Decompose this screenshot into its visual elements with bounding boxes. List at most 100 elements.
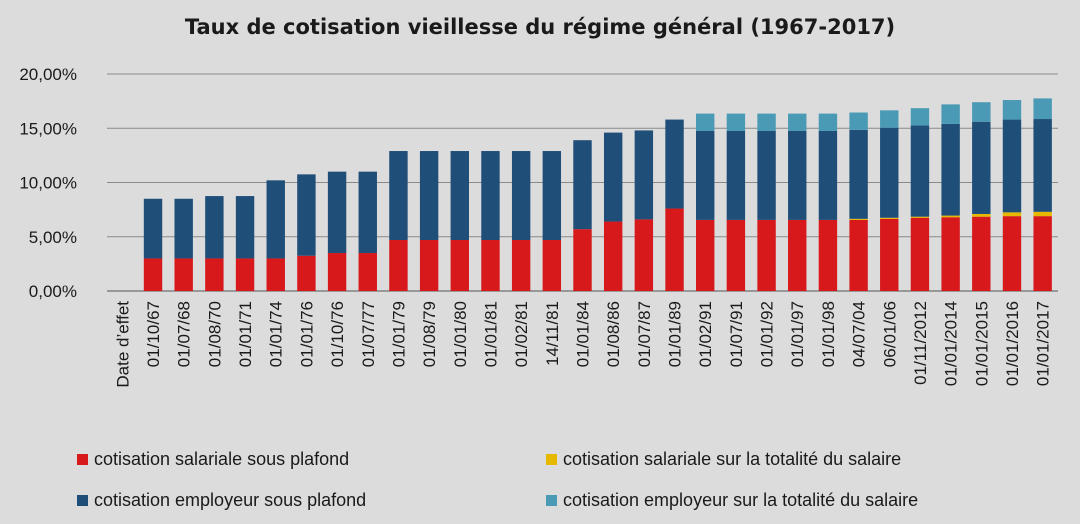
bar-segment-series-3 bbox=[511, 151, 531, 241]
bar-segment-series-3 bbox=[757, 130, 776, 220]
bar-segment-series-1 bbox=[910, 217, 930, 291]
x-tick-label: 01/07/77 bbox=[359, 301, 378, 367]
bar-segment-series-4 bbox=[849, 112, 868, 130]
legend-label: cotisation employeur sous plafond bbox=[94, 490, 366, 510]
x-tick-label: 14/11/81 bbox=[543, 301, 562, 366]
bar-segment-series-4 bbox=[1033, 98, 1052, 120]
bar-segment-series-4 bbox=[757, 113, 776, 131]
bar-segment-series-4 bbox=[972, 102, 991, 122]
legend-swatch bbox=[77, 495, 88, 506]
x-tick-label: 01/07/68 bbox=[175, 301, 194, 367]
bar-segment-series-4 bbox=[880, 110, 899, 128]
bar-segment-series-1 bbox=[972, 216, 991, 291]
x-tick-label: 01/01/2016 bbox=[1003, 301, 1022, 386]
x-tick-label: 01/11/2012 bbox=[911, 301, 930, 385]
x-tick-label: 01/10/76 bbox=[328, 301, 347, 367]
y-tick-label: 5,00% bbox=[29, 228, 77, 247]
bar-segment-series-4 bbox=[788, 113, 807, 131]
bar-segment-series-3 bbox=[143, 198, 163, 259]
bar-segment-series-4 bbox=[696, 113, 715, 131]
x-tick-label: 01/01/76 bbox=[297, 301, 316, 367]
x-tick-label: 01/02/81 bbox=[512, 301, 531, 367]
bar-segment-series-1 bbox=[327, 253, 347, 291]
bar-segment-series-1 bbox=[358, 253, 377, 291]
bar-segment-series-1 bbox=[849, 219, 868, 291]
bar-segment-series-3 bbox=[327, 171, 347, 254]
x-tick-label: 01/07/91 bbox=[727, 301, 746, 367]
legend-label: cotisation salariale sous plafond bbox=[94, 449, 349, 469]
bar-segment-series-1 bbox=[634, 219, 654, 291]
bar-segment-series-3 bbox=[389, 151, 408, 241]
x-tick-label: 01/01/80 bbox=[451, 301, 470, 367]
bar-segment-series-1 bbox=[941, 217, 960, 291]
legend-label: cotisation employeur sur la totalité du … bbox=[563, 490, 918, 510]
x-tick-label: 01/01/71 bbox=[236, 301, 255, 367]
bar-segment-series-4 bbox=[941, 104, 960, 124]
x-tick-label: 01/10/67 bbox=[144, 301, 163, 367]
bar-segment-series-1 bbox=[297, 255, 316, 291]
x-tick-label: 01/01/79 bbox=[389, 301, 408, 367]
bar-segment-series-3 bbox=[419, 151, 439, 241]
bar-segment-series-1 bbox=[757, 219, 776, 291]
bar-segment-series-1 bbox=[235, 258, 255, 291]
y-axis: 0,00% 5,00% 10,00% 15,00% 20,00% bbox=[19, 65, 77, 301]
bar-segment-series-1 bbox=[205, 258, 224, 291]
x-tick-label: 01/08/70 bbox=[205, 301, 224, 367]
bar-segment-series-3 bbox=[910, 125, 930, 217]
legend-swatch bbox=[546, 454, 557, 465]
bar-segment-series-1 bbox=[419, 240, 439, 291]
x-tick-label: 01/01/98 bbox=[819, 301, 838, 367]
bars bbox=[143, 98, 1052, 291]
bar-segment-series-2 bbox=[849, 218, 868, 220]
bar-segment-series-1 bbox=[481, 240, 500, 291]
chart-title: Taux de cotisation vieillesse du régime … bbox=[185, 15, 895, 39]
x-tick-label: 01/01/89 bbox=[666, 301, 685, 367]
bar-segment-series-3 bbox=[880, 127, 899, 218]
bar-segment-series-1 bbox=[143, 258, 163, 291]
bar-segment-series-2 bbox=[941, 215, 960, 218]
bar-segment-series-3 bbox=[941, 123, 960, 216]
x-tick-label: 01/08/79 bbox=[420, 301, 439, 367]
bar-segment-series-1 bbox=[511, 240, 531, 291]
x-tick-label: 06/01/06 bbox=[880, 301, 899, 367]
x-axis-label: Date d’effet bbox=[113, 301, 132, 388]
bar-segment-series-4 bbox=[818, 113, 838, 131]
bar-segment-series-3 bbox=[972, 121, 991, 214]
bar-segment-series-3 bbox=[235, 196, 255, 259]
x-axis: Date d’effet 01/10/67 01/07/68 01/08/70 01/… bbox=[113, 301, 1052, 388]
bar-segment-series-1 bbox=[788, 219, 807, 291]
y-tick-label: 20,00% bbox=[19, 65, 77, 84]
x-tick-label: 01/01/92 bbox=[758, 301, 777, 367]
x-tick-label: 01/01/2015 bbox=[972, 301, 991, 386]
bar-segment-series-3 bbox=[266, 180, 285, 259]
x-tick-label: 01/02/91 bbox=[696, 301, 715, 367]
bar-segment-series-1 bbox=[818, 219, 838, 291]
bar-segment-series-3 bbox=[450, 151, 469, 241]
bar-segment-series-2 bbox=[910, 216, 930, 218]
x-tick-label: 04/07/04 bbox=[850, 301, 869, 367]
bar-segment-series-1 bbox=[1002, 216, 1022, 291]
bar-segment-series-1 bbox=[174, 258, 193, 291]
y-tick-label: 15,00% bbox=[19, 119, 77, 138]
bar-segment-series-1 bbox=[266, 258, 285, 291]
x-tick-label: 01/01/84 bbox=[574, 301, 593, 367]
y-tick-label: 0,00% bbox=[29, 282, 77, 301]
x-tick-label: 01/01/97 bbox=[788, 301, 807, 367]
bar-segment-series-1 bbox=[880, 218, 899, 291]
bar-segment-series-3 bbox=[481, 151, 500, 241]
x-tick-label: 01/08/86 bbox=[604, 301, 623, 367]
x-tick-label: 01/07/87 bbox=[635, 301, 654, 367]
bar-segment-series-3 bbox=[174, 198, 193, 259]
legend-swatch bbox=[77, 454, 88, 465]
bar-segment-series-1 bbox=[389, 240, 408, 291]
bar-segment-series-1 bbox=[603, 221, 623, 291]
bar-segment-series-2 bbox=[880, 217, 899, 219]
bar-segment-series-1 bbox=[573, 229, 592, 291]
bar-segment-series-3 bbox=[542, 151, 562, 241]
legend-label: cotisation salariale sur la totalité du … bbox=[563, 449, 901, 469]
x-tick-label: 01/01/81 bbox=[481, 301, 500, 367]
bar-segment-series-3 bbox=[603, 132, 623, 222]
bar-segment-series-3 bbox=[665, 119, 684, 209]
bar-segment-series-1 bbox=[726, 219, 746, 291]
